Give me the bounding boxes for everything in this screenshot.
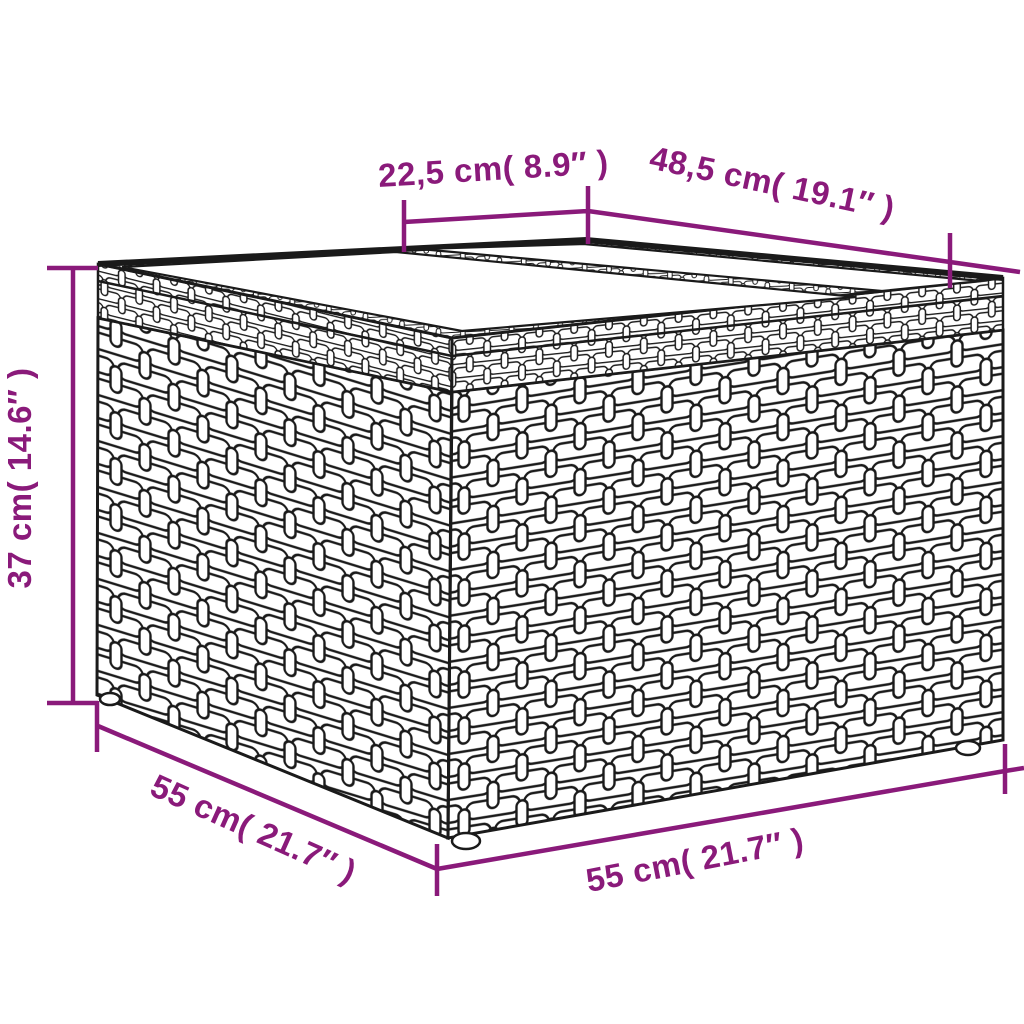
dimension-label-height: 37 cm( 14.6″ ): [1, 368, 38, 589]
dim-height-line: [47, 265, 98, 706]
table-front-corner-edge: [446, 339, 454, 839]
side-table-illustration: [95, 236, 1005, 851]
glass-panel-right: [419, 242, 982, 293]
table-foot-front: [450, 831, 482, 851]
dim-top-left-line: [401, 186, 591, 252]
glass-panel-left: [121, 250, 857, 333]
dim-top-right-line: [587, 208, 1021, 288]
dimension-label-top-left: 22,5 cm( 8.9″ ): [377, 143, 609, 194]
table-left-face: [95, 316, 454, 841]
dim-top-left: 22,5 cm( 8.9″ ): [377, 143, 610, 252]
dim-width-front-line: [436, 744, 1024, 872]
dimension-label-top-right: 48,5 cm( 19.1″ ): [647, 139, 899, 227]
table-foot-right: [954, 739, 982, 757]
dim-depth-left-line: [94, 701, 440, 896]
dim-height: 37 cm( 14.6″ ): [1, 265, 98, 706]
table-right-face: [446, 328, 1005, 840]
dimension-label-width-front: 55 cm( 21.7″ ): [583, 820, 807, 898]
table-foot-left: [98, 691, 122, 707]
